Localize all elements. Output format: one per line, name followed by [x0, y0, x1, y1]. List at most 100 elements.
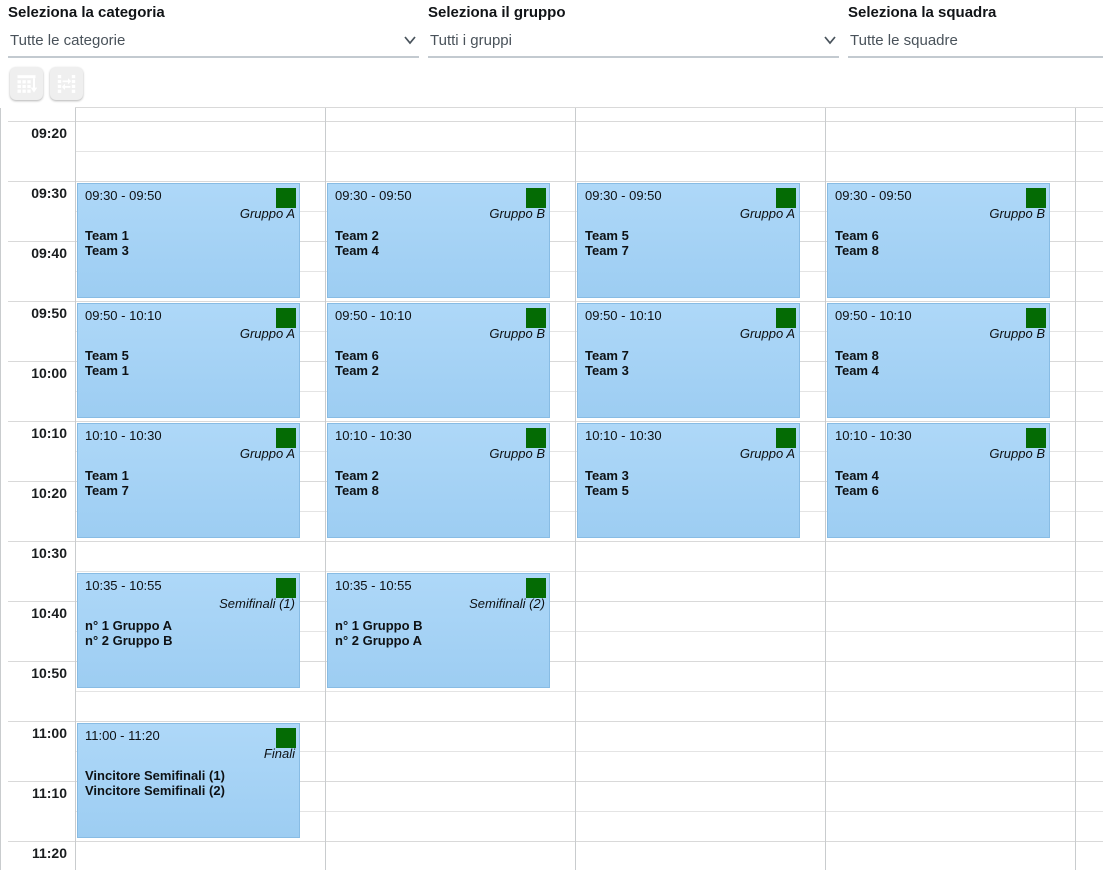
event-card[interactable]: 11:00 - 11:20 Finali Vincitore Semifinali … [77, 723, 300, 838]
event-teams: Team 3 Team 5 [585, 468, 795, 498]
grid-line-minor-horizontal [75, 691, 1103, 692]
event-card[interactable]: 09:30 - 09:50 Gruppo B Team 2 Team 4 [327, 183, 550, 298]
group-select[interactable]: Tutti i gruppi [428, 28, 839, 54]
category-label: Seleziona la categoria [8, 4, 165, 21]
event-group-label: Gruppo B [989, 446, 1045, 461]
grid-line-major-horizontal [8, 181, 1103, 182]
axis-time-label: 10:30 [31, 545, 67, 561]
grid-line-major-horizontal [8, 721, 1103, 722]
event-team-line: Team 5 [85, 348, 129, 363]
event-teams: Team 1 Team 7 [85, 468, 295, 498]
event-team-line: Team 2 [335, 228, 379, 243]
event-card[interactable]: 10:10 - 10:30 Gruppo B Team 2 Team 8 [327, 423, 550, 538]
event-group-label: Finali [263, 746, 295, 761]
event-teams: Team 4 Team 6 [835, 468, 1045, 498]
category-select[interactable]: Tutte le categorie [8, 28, 419, 54]
event-teams: Team 7 Team 3 [585, 348, 795, 378]
event-status-square-icon [526, 188, 546, 208]
category-select-underline [8, 56, 419, 58]
event-card[interactable]: 10:10 - 10:30 Gruppo B Team 4 Team 6 [827, 423, 1050, 538]
axis-time-label: 09:50 [31, 305, 67, 321]
axis-time-label: 09:30 [31, 185, 67, 201]
team-select[interactable]: Tutte le squadre [848, 28, 1103, 54]
event-time: 10:10 - 10:30 [85, 428, 162, 443]
event-status-square-icon [526, 428, 546, 448]
event-card[interactable]: 10:35 - 10:55 Semifinali (1) n° 1 Gruppo A… [77, 573, 300, 688]
event-status-square-icon [276, 428, 296, 448]
event-team-line: Team 6 [335, 348, 379, 363]
grid-line-vertical [825, 108, 826, 870]
event-status-square-icon [526, 308, 546, 328]
event-status-square-icon [276, 308, 296, 328]
event-teams: Team 2 Team 8 [335, 468, 545, 498]
event-team-line: Team 8 [835, 243, 879, 258]
filter-team: Seleziona la squadra Tutte le squadre [848, 0, 1103, 60]
event-team-line: Team 4 [835, 363, 879, 378]
event-group-label: Gruppo A [239, 446, 295, 461]
table-arrow-down-icon [17, 75, 37, 93]
team-label: Seleziona la squadra [848, 4, 997, 21]
event-team-line: n° 2 Gruppo A [335, 633, 423, 648]
grid-line-major-horizontal [8, 481, 1103, 482]
event-card[interactable]: 09:50 - 10:10 Gruppo B Team 6 Team 2 [327, 303, 550, 418]
event-card[interactable]: 09:50 - 10:10 Gruppo A Team 5 Team 1 [77, 303, 300, 418]
event-team-line: Team 7 [85, 483, 129, 498]
event-group-label: Gruppo A [739, 446, 795, 461]
grid-line-major-horizontal [8, 661, 1103, 662]
event-team-line: Team 4 [835, 468, 879, 483]
event-teams: Team 2 Team 4 [335, 228, 545, 258]
event-card[interactable]: 09:30 - 09:50 Gruppo B Team 6 Team 8 [827, 183, 1050, 298]
axis-time-label: 11:00 [31, 725, 67, 741]
axis-time-label: 11:20 [31, 845, 67, 861]
event-teams: Team 1 Team 3 [85, 228, 295, 258]
event-teams: Team 6 Team 2 [335, 348, 545, 378]
event-group-label: Gruppo A [739, 326, 795, 341]
event-status-square-icon [276, 578, 296, 598]
grid-line-minor-horizontal [75, 751, 1103, 752]
event-card[interactable]: 10:10 - 10:30 Gruppo A Team 3 Team 5 [577, 423, 800, 538]
event-team-line: Vincitore Semifinali (1) [85, 768, 225, 783]
axis-time-label: 09:20 [31, 125, 67, 141]
event-card[interactable]: 09:30 - 09:50 Gruppo A Team 5 Team 7 [577, 183, 800, 298]
event-time: 09:30 - 09:50 [585, 188, 662, 203]
event-time: 09:30 - 09:50 [335, 188, 412, 203]
event-time: 10:10 - 10:30 [835, 428, 912, 443]
event-group-label: Gruppo A [239, 206, 295, 221]
event-team-line: Vincitore Semifinali (2) [85, 783, 225, 798]
chevron-down-icon [404, 36, 416, 45]
event-group-label: Semifinali (1) [219, 596, 295, 611]
event-team-line: Team 4 [335, 243, 379, 258]
event-team-line: Team 7 [585, 348, 629, 363]
calendar-table-button[interactable] [10, 67, 43, 100]
axis-time-label: 10:40 [31, 605, 67, 621]
grid-line-major-horizontal [8, 301, 1103, 302]
event-team-line: Team 2 [335, 468, 379, 483]
event-card[interactable]: 10:10 - 10:30 Gruppo A Team 1 Team 7 [77, 423, 300, 538]
event-time: 11:00 - 11:20 [85, 728, 160, 743]
event-group-label: Gruppo A [239, 326, 295, 341]
event-team-line: Team 6 [835, 228, 879, 243]
event-status-square-icon [776, 188, 796, 208]
grid-line-vertical [1075, 108, 1076, 870]
grid-line-minor-horizontal [75, 571, 1103, 572]
event-team-line: Team 5 [585, 228, 629, 243]
event-status-square-icon [1026, 308, 1046, 328]
event-team-line: n° 1 Gruppo A [85, 618, 173, 633]
grid-line-vertical [0, 108, 1, 870]
event-card[interactable]: 10:35 - 10:55 Semifinali (2) n° 1 Gruppo B… [327, 573, 550, 688]
event-card[interactable]: 09:50 - 10:10 Gruppo B Team 8 Team 4 [827, 303, 1050, 418]
event-teams: Vincitore Semifinali (1) Vincitore Semifi… [85, 768, 295, 798]
event-team-line: Team 5 [585, 483, 629, 498]
swap-matches-button[interactable] [50, 67, 83, 100]
event-teams: Team 8 Team 4 [835, 348, 1045, 378]
event-card[interactable]: 09:50 - 10:10 Gruppo A Team 7 Team 3 [577, 303, 800, 418]
event-card[interactable]: 09:30 - 09:50 Gruppo A Team 1 Team 3 [77, 183, 300, 298]
grid-line-minor-horizontal [75, 151, 1103, 152]
event-team-line: n° 2 Gruppo B [85, 633, 173, 648]
grid-line-major-horizontal [8, 781, 1103, 782]
group-select-value: Tutti i gruppi [430, 32, 512, 49]
event-group-label: Semifinali (2) [469, 596, 545, 611]
